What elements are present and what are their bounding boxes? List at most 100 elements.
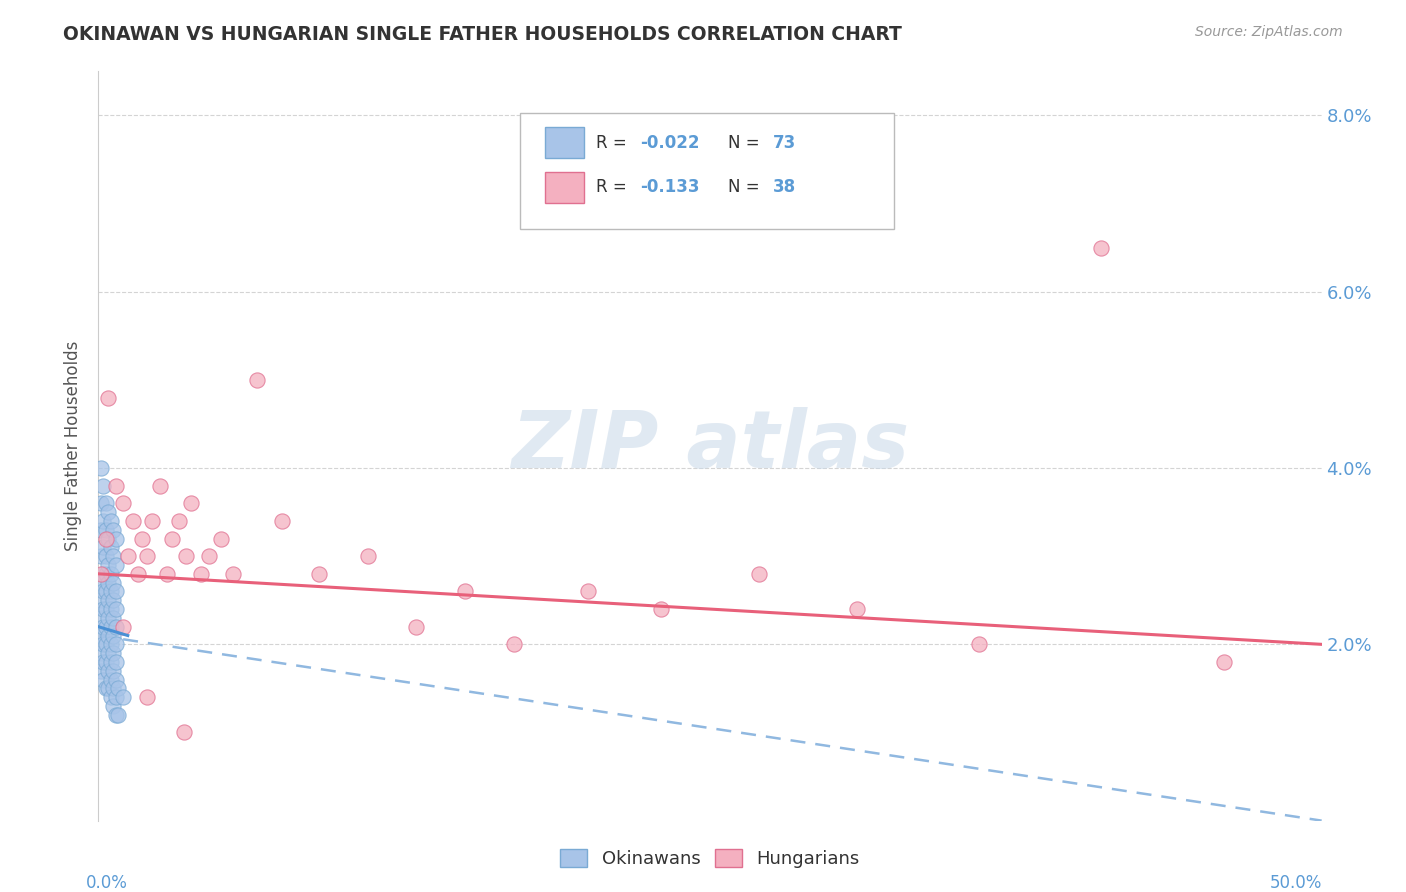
Point — [100, 620, 122, 634]
Point — [90, 461, 112, 475]
Point — [107, 707, 129, 722]
Point — [90, 646, 112, 660]
Point — [94, 620, 117, 634]
Point — [100, 673, 122, 687]
Point — [91, 620, 114, 634]
Point — [90, 523, 112, 537]
Point — [97, 611, 120, 625]
Point — [100, 602, 122, 616]
FancyBboxPatch shape — [520, 112, 893, 228]
Point — [117, 549, 139, 564]
Point — [94, 566, 117, 581]
Point — [101, 593, 124, 607]
Point — [101, 611, 124, 625]
Point — [101, 681, 124, 696]
Point — [197, 549, 219, 564]
Point — [97, 391, 120, 405]
Point — [97, 575, 120, 590]
Point — [91, 655, 114, 669]
Point — [356, 549, 378, 564]
Point — [136, 690, 159, 705]
Point — [101, 549, 124, 564]
Point — [101, 628, 124, 642]
Point — [111, 690, 134, 705]
Point — [97, 664, 120, 678]
Point — [94, 602, 117, 616]
Point — [97, 532, 120, 546]
Point — [91, 478, 114, 492]
Point — [101, 575, 124, 590]
Point — [167, 514, 190, 528]
Point — [967, 637, 990, 651]
Point — [101, 646, 124, 660]
Text: 73: 73 — [772, 134, 796, 152]
Point — [97, 558, 120, 572]
Point — [100, 584, 122, 599]
Point — [97, 646, 120, 660]
Point — [90, 566, 112, 581]
Point — [141, 514, 163, 528]
Point — [1212, 655, 1234, 669]
Point — [176, 549, 198, 564]
Point — [104, 655, 127, 669]
Text: -0.022: -0.022 — [640, 134, 700, 152]
Point — [156, 566, 179, 581]
Point — [503, 637, 526, 651]
Point — [94, 637, 117, 651]
Point — [97, 681, 120, 696]
Point — [100, 541, 122, 555]
Point — [94, 549, 117, 564]
Point — [91, 514, 114, 528]
Point — [180, 496, 202, 510]
Point — [246, 373, 269, 387]
Point — [131, 532, 153, 546]
Y-axis label: Single Father Households: Single Father Households — [65, 341, 83, 551]
Point — [100, 655, 122, 669]
Text: OKINAWAN VS HUNGARIAN SINGLE FATHER HOUSEHOLDS CORRELATION CHART: OKINAWAN VS HUNGARIAN SINGLE FATHER HOUS… — [63, 25, 903, 44]
Legend: Okinawans, Hungarians: Okinawans, Hungarians — [553, 842, 868, 875]
FancyBboxPatch shape — [546, 172, 583, 203]
Point — [90, 628, 112, 642]
Point — [104, 558, 127, 572]
Text: -0.133: -0.133 — [640, 178, 700, 196]
Text: ZIP atlas: ZIP atlas — [510, 407, 910, 485]
Point — [173, 725, 195, 739]
Point — [94, 523, 117, 537]
Point — [104, 584, 127, 599]
Point — [111, 620, 134, 634]
Point — [104, 707, 127, 722]
Point — [91, 637, 114, 651]
Point — [91, 541, 114, 555]
Point — [101, 664, 124, 678]
Text: N =: N = — [728, 178, 765, 196]
Point — [94, 496, 117, 510]
Point — [91, 602, 114, 616]
Point — [100, 514, 122, 528]
Point — [90, 611, 112, 625]
Point — [104, 673, 127, 687]
Text: N =: N = — [728, 134, 765, 152]
Point — [576, 584, 599, 599]
Text: 50.0%: 50.0% — [1270, 873, 1322, 891]
Point — [104, 637, 127, 651]
Point — [190, 566, 212, 581]
Point — [104, 532, 127, 546]
Point — [121, 514, 143, 528]
Point — [94, 681, 117, 696]
Point — [104, 690, 127, 705]
Point — [845, 602, 868, 616]
Text: Source: ZipAtlas.com: Source: ZipAtlas.com — [1195, 25, 1343, 39]
Point — [222, 566, 245, 581]
Point — [91, 584, 114, 599]
Point — [97, 628, 120, 642]
Point — [111, 496, 134, 510]
Text: R =: R = — [596, 134, 633, 152]
Text: 0.0%: 0.0% — [86, 873, 128, 891]
Point — [91, 673, 114, 687]
Text: R =: R = — [596, 178, 633, 196]
Point — [90, 593, 112, 607]
Point — [100, 566, 122, 581]
Point — [100, 690, 122, 705]
Point — [748, 566, 770, 581]
Point — [104, 478, 127, 492]
